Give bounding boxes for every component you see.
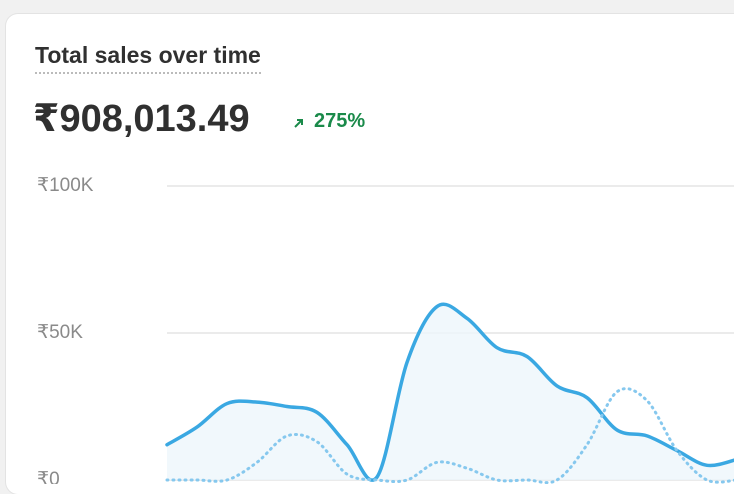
chart: ₹0 ₹50K ₹100K bbox=[37, 175, 734, 484]
card: Total sales over time ₹908,013.49 275% bbox=[6, 14, 734, 494]
line bbox=[165, 302, 734, 482]
y-tick-label: ₹0 bbox=[37, 469, 60, 484]
line bbox=[165, 387, 734, 484]
page: {"chart_data": {"type": "line", "title":… bbox=[6, 14, 734, 494]
area bbox=[167, 304, 734, 480]
chart-title[interactable]: Total sales over time bbox=[35, 42, 261, 74]
y-tick-label: ₹50K bbox=[37, 322, 83, 343]
y-tick-label: ₹100K bbox=[37, 175, 94, 196]
change-percent: 275% bbox=[314, 110, 366, 132]
total-value: ₹908,013.49 bbox=[33, 98, 250, 140]
up-arrow bbox=[294, 119, 303, 128]
